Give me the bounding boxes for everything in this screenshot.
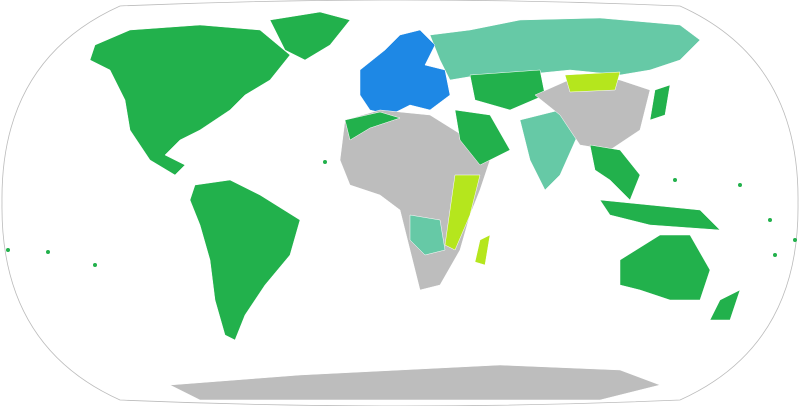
island — [6, 248, 10, 252]
russia — [429, 17, 701, 81]
south-america — [189, 179, 301, 341]
arabia — [454, 109, 511, 166]
madagascar — [474, 234, 491, 266]
north-america — [89, 24, 291, 176]
island — [46, 250, 50, 254]
antarctica — [169, 364, 661, 401]
island — [93, 263, 97, 267]
east-africa — [444, 174, 481, 251]
island — [673, 178, 677, 182]
greenland — [269, 11, 351, 61]
southern-africa — [409, 214, 446, 256]
island — [773, 253, 777, 257]
indonesia — [599, 199, 721, 231]
central-asia — [469, 69, 546, 111]
island — [738, 183, 742, 187]
island — [793, 238, 797, 242]
mongolia — [564, 71, 621, 93]
new-zealand — [709, 289, 741, 321]
japan — [649, 84, 671, 121]
land — [89, 11, 741, 401]
islands — [6, 160, 797, 267]
southeast-asia — [589, 144, 641, 201]
australia — [619, 234, 711, 301]
north-africa-coast — [344, 111, 401, 141]
island — [768, 218, 772, 222]
island — [323, 160, 327, 164]
europe — [359, 29, 451, 116]
